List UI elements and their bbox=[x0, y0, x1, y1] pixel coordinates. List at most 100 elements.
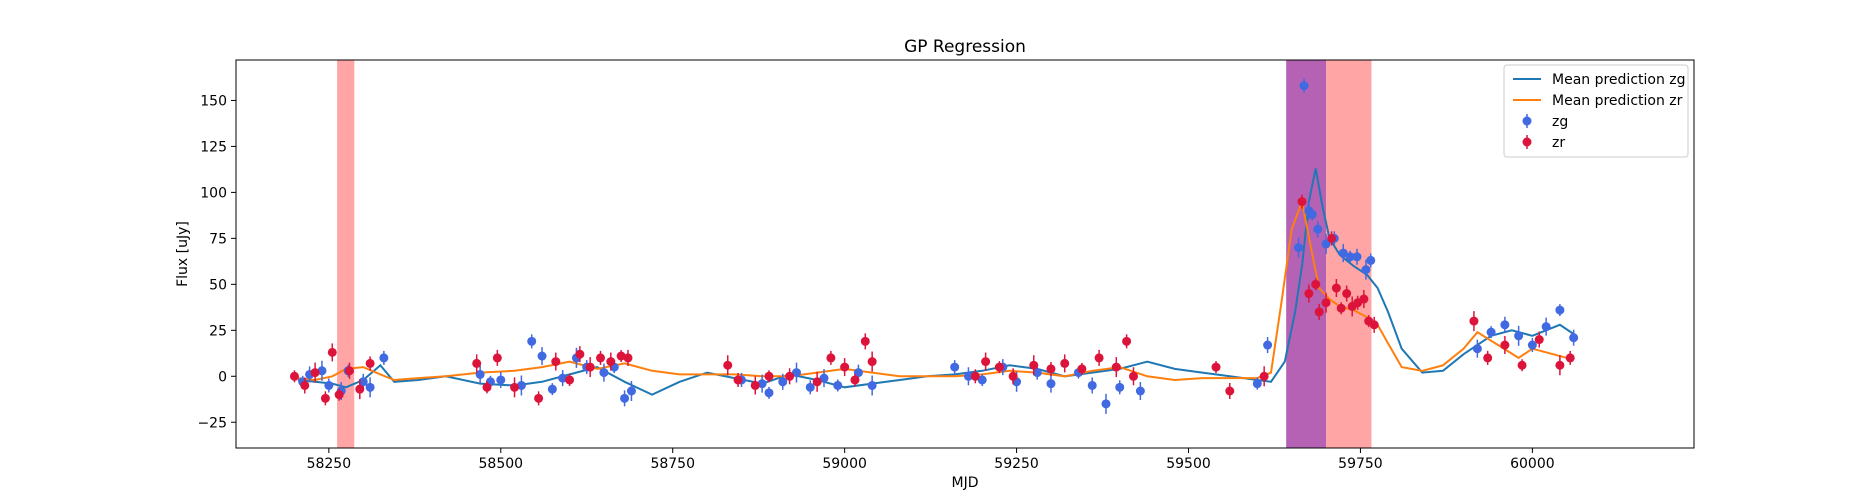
data-point-zr bbox=[1259, 366, 1269, 387]
svg-text:Mean prediction zg: Mean prediction zg bbox=[1552, 72, 1686, 88]
y-tick-label: 100 bbox=[200, 185, 227, 201]
data-point-zr bbox=[482, 381, 492, 394]
data-point-zg bbox=[317, 360, 327, 381]
data-point-zg bbox=[1087, 377, 1097, 394]
data-point-zg bbox=[819, 369, 829, 388]
data-point-zg bbox=[537, 347, 547, 366]
prediction-line-zg bbox=[297, 168, 1575, 396]
data-point-zg bbox=[558, 370, 568, 387]
data-point-zr bbox=[289, 370, 299, 383]
data-point-zr bbox=[1314, 303, 1324, 320]
data-point-zg bbox=[1486, 326, 1496, 339]
data-point-zg bbox=[950, 360, 960, 375]
data-point-zr bbox=[826, 350, 836, 365]
data-point-zr bbox=[551, 352, 561, 371]
data-point-zr bbox=[1029, 355, 1039, 376]
svg-text:Mean prediction zr: Mean prediction zr bbox=[1552, 93, 1683, 109]
data-point-zr bbox=[1327, 231, 1337, 246]
data-point-zr bbox=[764, 370, 774, 383]
data-point-zg bbox=[1472, 339, 1482, 358]
legend-entry: zr bbox=[1522, 135, 1565, 151]
data-point-zg bbox=[1294, 237, 1304, 258]
data-point-zr bbox=[970, 369, 980, 384]
data-point-zg bbox=[379, 350, 389, 365]
data-point-zr bbox=[1111, 357, 1121, 378]
data-point-zg bbox=[1115, 380, 1125, 395]
x-tick-label: 59250 bbox=[994, 456, 1039, 472]
data-point-zg bbox=[1500, 316, 1510, 333]
x-tick-label: 58500 bbox=[479, 456, 524, 472]
data-point-zg bbox=[620, 390, 630, 407]
data-point-zr bbox=[1304, 284, 1314, 303]
x-axis-ticks: 58250 58500 58750 59000 59250 59500 59750 60000 bbox=[307, 448, 1555, 472]
data-point-zg bbox=[1366, 253, 1376, 268]
x-tick-label: 58750 bbox=[650, 456, 695, 472]
data-point-zr bbox=[623, 349, 633, 366]
data-point-zr bbox=[1331, 279, 1341, 298]
x-tick-label: 59500 bbox=[1166, 456, 1211, 472]
data-point-zr bbox=[575, 346, 585, 363]
data-point-zg bbox=[365, 377, 375, 398]
data-point-zg bbox=[1135, 381, 1145, 400]
x-axis-label: MJD bbox=[952, 475, 979, 491]
y-tick-label: 0 bbox=[218, 369, 227, 385]
data-point-zr bbox=[1565, 350, 1575, 365]
data-point-zg bbox=[626, 380, 636, 401]
data-point-zr bbox=[860, 333, 870, 350]
data-point-zg bbox=[1299, 78, 1309, 93]
legend-box bbox=[1503, 64, 1689, 158]
x-tick-label: 58250 bbox=[307, 456, 352, 472]
data-point-zr bbox=[850, 373, 860, 386]
data-point-zr bbox=[1342, 285, 1352, 302]
data-point-zr bbox=[1094, 349, 1104, 366]
data-point-zr bbox=[334, 388, 344, 401]
data-point-zr bbox=[981, 352, 991, 371]
data-point-zr bbox=[1225, 382, 1235, 399]
x-tick-label: 59750 bbox=[1338, 456, 1383, 472]
data-point-zr bbox=[1211, 361, 1221, 374]
data-point-zg bbox=[833, 379, 843, 392]
data-point-zr bbox=[1122, 334, 1132, 349]
data-point-zr bbox=[1297, 194, 1307, 209]
data-point-zr bbox=[840, 358, 850, 377]
data-point-zr bbox=[565, 373, 575, 386]
data-point-zr bbox=[327, 343, 337, 362]
data-point-zg bbox=[1101, 393, 1111, 414]
svg-text:zr: zr bbox=[1552, 135, 1565, 151]
shaded-region-0 bbox=[337, 60, 355, 448]
data-point-zg bbox=[1541, 317, 1551, 336]
y-tick-label: 50 bbox=[209, 277, 227, 293]
data-point-zr bbox=[365, 356, 375, 371]
data-point-zr bbox=[1008, 368, 1018, 385]
y-tick-label: 75 bbox=[209, 231, 227, 247]
prediction-lines bbox=[297, 168, 1575, 396]
data-point-zr bbox=[300, 377, 310, 394]
data-point-zr bbox=[785, 368, 795, 385]
data-point-zr bbox=[1359, 290, 1369, 309]
data-point-zg bbox=[527, 334, 537, 349]
data-point-zg bbox=[1361, 259, 1371, 280]
legend-entry: Mean prediction zg bbox=[1513, 72, 1686, 88]
data-point-zr bbox=[310, 362, 320, 383]
data-point-zr bbox=[723, 355, 733, 376]
data-point-zg bbox=[1046, 374, 1056, 393]
data-point-zg bbox=[475, 365, 485, 384]
data-point-zr bbox=[1077, 362, 1087, 375]
data-point-zg bbox=[1263, 337, 1273, 354]
data-point-zr bbox=[812, 371, 822, 392]
data-point-zr bbox=[492, 349, 502, 366]
y-axis-ticks: −25 0 25 50 75 100 125 150 bbox=[197, 93, 236, 431]
data-point-zr bbox=[1369, 316, 1379, 333]
data-point-zg bbox=[496, 371, 506, 388]
data-point-zr bbox=[1060, 354, 1070, 373]
data-point-zg bbox=[516, 375, 526, 396]
data-point-zr bbox=[1311, 278, 1321, 291]
shaded-region-1 bbox=[1286, 60, 1327, 448]
x-tick-label: 60000 bbox=[1510, 456, 1555, 472]
data-point-zr bbox=[1534, 331, 1544, 348]
data-point-zg bbox=[1338, 244, 1348, 263]
data-point-zr bbox=[534, 391, 544, 406]
data-point-zr bbox=[616, 350, 626, 363]
data-point-zr bbox=[1128, 367, 1138, 386]
